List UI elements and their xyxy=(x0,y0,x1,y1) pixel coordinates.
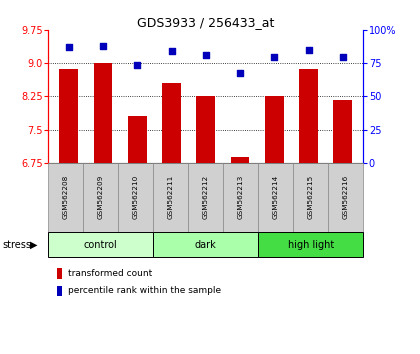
Text: GSM562212: GSM562212 xyxy=(203,175,209,219)
Point xyxy=(134,62,141,67)
Text: GSM562215: GSM562215 xyxy=(308,175,314,219)
Bar xyxy=(265,96,284,163)
Text: GSM562213: GSM562213 xyxy=(238,175,244,219)
Text: GSM562209: GSM562209 xyxy=(98,175,104,219)
Text: ▶: ▶ xyxy=(30,240,38,250)
Text: GSM562210: GSM562210 xyxy=(133,175,139,219)
Text: GSM562216: GSM562216 xyxy=(343,175,349,219)
Text: dark: dark xyxy=(195,240,217,250)
Bar xyxy=(231,157,249,163)
Text: high light: high light xyxy=(288,240,334,250)
Point xyxy=(100,43,106,49)
Point xyxy=(339,54,346,59)
Bar xyxy=(128,116,147,163)
Text: GSM562214: GSM562214 xyxy=(273,175,279,219)
Bar xyxy=(333,99,352,163)
Bar xyxy=(197,96,215,163)
Title: GDS3933 / 256433_at: GDS3933 / 256433_at xyxy=(137,16,275,29)
Text: stress: stress xyxy=(2,240,31,250)
Point xyxy=(305,47,312,53)
Bar xyxy=(162,83,181,163)
Text: GSM562208: GSM562208 xyxy=(63,175,69,219)
Point xyxy=(202,52,209,58)
Text: GSM562211: GSM562211 xyxy=(168,175,174,219)
Bar xyxy=(59,69,78,163)
Text: control: control xyxy=(84,240,118,250)
Point xyxy=(271,54,278,59)
Point xyxy=(168,48,175,54)
Point xyxy=(66,45,72,50)
Text: percentile rank within the sample: percentile rank within the sample xyxy=(68,286,220,296)
Bar xyxy=(299,69,318,163)
Bar xyxy=(94,63,113,163)
Point xyxy=(237,70,244,75)
Text: transformed count: transformed count xyxy=(68,269,152,278)
